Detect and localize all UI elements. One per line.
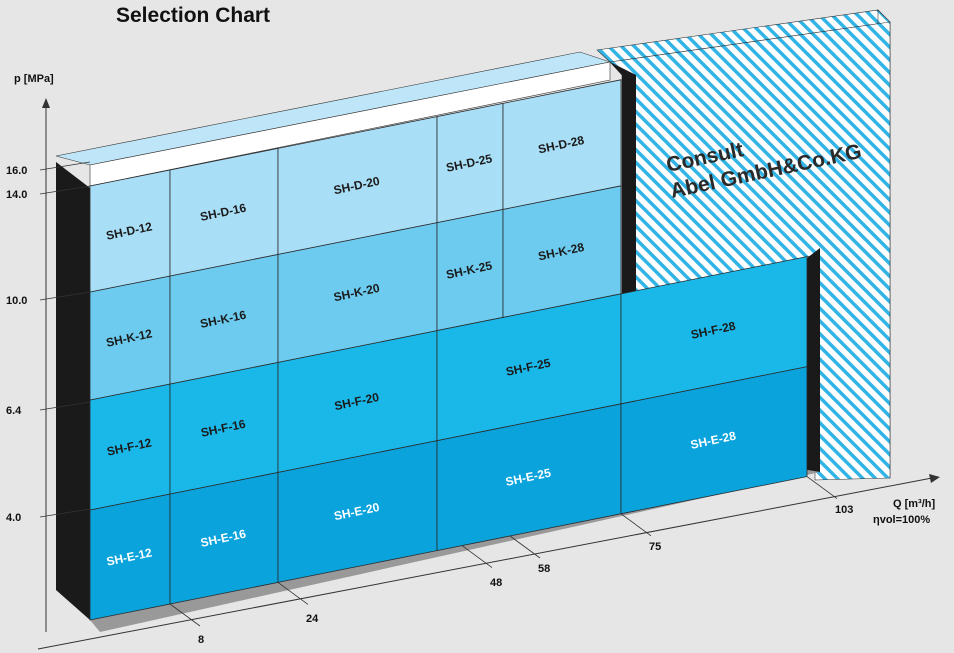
y-tick-line: [39, 185, 91, 195]
chart-title: Selection Chart: [116, 4, 271, 27]
x-tick-label: 48: [490, 577, 502, 589]
cells-group: SH-E-12SH-F-12SH-K-12SH-D-12SH-E-16SH-F-…: [89, 79, 808, 621]
y-tick-line: [39, 401, 91, 411]
y-tick-label: 16.0: [6, 165, 27, 177]
cell-sh-f-28: [620, 256, 808, 405]
right-shadow: [807, 248, 820, 472]
efficiency-note: ηvol=100%: [873, 514, 931, 526]
x-tick-line: [620, 513, 652, 537]
mid-shadow: [610, 62, 636, 298]
x-ticks-group: 8 24 48 58 75 103: [169, 476, 853, 646]
top-slab-front: [89, 61, 611, 187]
x-axis-arrow: [929, 474, 940, 483]
x-tick-line: [169, 603, 201, 627]
y-tick-label: 14.0: [6, 189, 27, 201]
y-axis-arrow: [42, 98, 50, 108]
y-tick-label: 10.0: [6, 295, 27, 307]
x-tick-label: 75: [649, 541, 661, 553]
y-axis-label: p [MPa]: [14, 73, 54, 85]
x-tick-line: [277, 582, 309, 605]
x-axis-label: Q [m³/h]: [893, 498, 936, 510]
x-tick-line: [806, 476, 838, 499]
left-shadow: [56, 162, 90, 620]
x-tick-label: 8: [198, 634, 204, 646]
x-tick-label: 24: [306, 613, 319, 625]
cell-sh-d-28: [502, 79, 622, 210]
y-tick-label: 6.4: [6, 405, 22, 417]
y-tick-line: [39, 161, 91, 171]
y-ticks-group: 4.0 6.4 10.0 14.0 16.0: [6, 161, 91, 524]
x-tick-label: 103: [835, 504, 853, 516]
x-tick-label: 58: [538, 563, 550, 575]
x-tick-line: [461, 545, 493, 568]
x-tick-line: [509, 535, 541, 559]
x-axis: [37, 477, 933, 650]
y-tick-label: 4.0: [6, 512, 21, 524]
y-tick-line: [39, 291, 91, 301]
y-tick-line: [39, 508, 91, 518]
